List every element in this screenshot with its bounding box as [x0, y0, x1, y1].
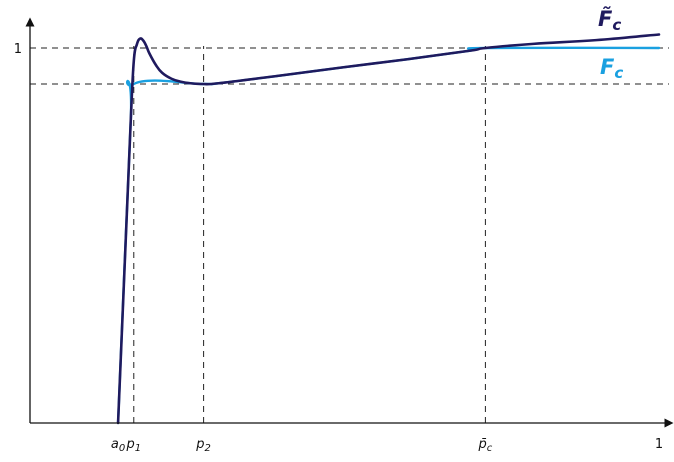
tick-labels: a0 p1 p2 p̄c 1 1 [14, 42, 663, 454]
series-labels: F̃c Fc [598, 6, 623, 82]
series-line-f-tilde-c [116, 33, 661, 425]
x-tick-label-0: a0 [111, 437, 125, 454]
x-tick-label-2: p2 [195, 437, 211, 454]
x-tick-label-1: p1 [125, 437, 141, 454]
y-tick-label-0: 1 [14, 42, 22, 57]
series-line-f-c [116, 46, 661, 425]
series-layer [116, 33, 661, 425]
x-tick-label-4: 1 [655, 437, 663, 452]
axes [25, 17, 674, 428]
x-tick-label-3: p̄c [478, 437, 493, 454]
series-label-f-c: Fc [600, 55, 623, 82]
series-label-f-tilde-c: F̃c [598, 6, 621, 34]
